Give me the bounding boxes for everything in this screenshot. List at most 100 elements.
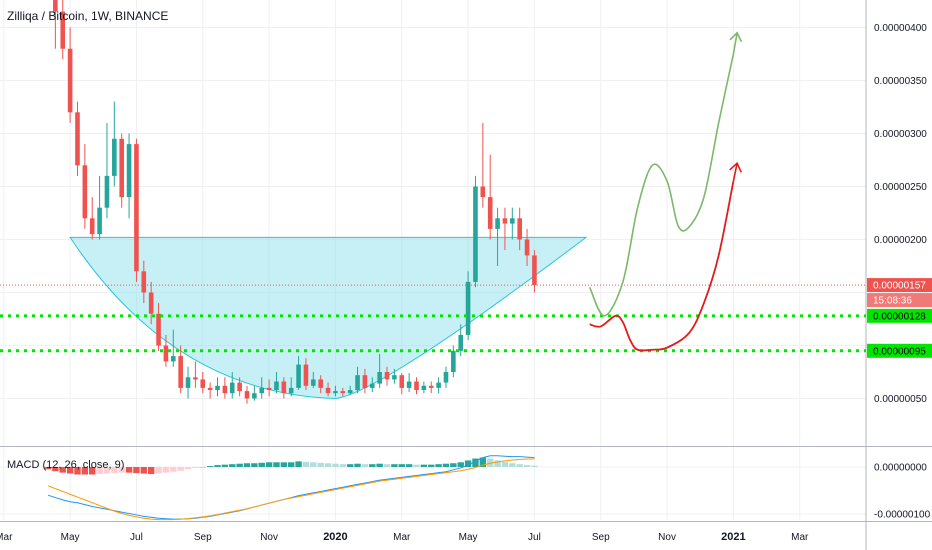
candle[interactable] (134, 138, 139, 282)
candle[interactable] (443, 366, 449, 388)
macd-bar (162, 467, 170, 473)
candle-body (141, 271, 147, 293)
candle[interactable] (517, 207, 522, 251)
candle[interactable] (89, 197, 95, 240)
candle-body (112, 138, 117, 176)
macd-bar (265, 462, 273, 467)
candle[interactable] (148, 281, 154, 325)
candle-body (229, 382, 235, 394)
candle[interactable] (207, 382, 213, 399)
x-tick-label: 2020 (323, 531, 347, 543)
candle[interactable] (502, 207, 508, 251)
macd-bar (251, 463, 258, 467)
candle[interactable] (229, 372, 235, 399)
candle[interactable] (369, 377, 375, 393)
candle[interactable] (421, 381, 427, 394)
candle[interactable] (355, 366, 360, 394)
candle[interactable] (274, 372, 279, 394)
macd-bar (450, 463, 457, 467)
candle[interactable] (156, 303, 161, 351)
candle-body (156, 313, 161, 346)
candle[interactable] (53, 0, 58, 49)
candle[interactable] (222, 377, 228, 399)
candle[interactable] (524, 228, 530, 266)
candle[interactable] (392, 368, 397, 384)
macd-bar (258, 462, 265, 467)
y-tick-label: 0.00000250 (874, 182, 927, 193)
candle-body (67, 48, 73, 113)
candle[interactable] (451, 345, 456, 378)
signal-line (47, 458, 535, 521)
candle[interactable] (119, 133, 124, 208)
candle[interactable] (414, 377, 419, 395)
candle[interactable] (281, 377, 287, 399)
candle[interactable] (495, 207, 500, 266)
candle[interactable] (480, 122, 486, 208)
candle[interactable] (104, 122, 110, 219)
macd-bar (317, 462, 324, 467)
candle[interactable] (510, 207, 515, 240)
candle[interactable] (200, 372, 206, 394)
candle[interactable] (67, 27, 73, 123)
candle[interactable] (333, 385, 338, 397)
candle-body (274, 381, 279, 391)
macd-bar (192, 467, 199, 468)
candle-body (311, 379, 316, 386)
red-projection-path[interactable] (589, 181, 735, 352)
candle[interactable] (60, 0, 66, 60)
candle-body (495, 218, 500, 229)
candle[interactable] (318, 375, 323, 394)
candle[interactable] (473, 175, 478, 288)
candle-body (362, 375, 368, 388)
candle[interactable] (465, 271, 471, 341)
candle[interactable] (288, 377, 294, 397)
candle-body (97, 207, 102, 235)
candle[interactable] (296, 356, 301, 391)
candle[interactable] (406, 373, 412, 393)
candle[interactable] (362, 368, 368, 394)
candle[interactable] (193, 361, 198, 388)
candle[interactable] (215, 377, 220, 397)
candle[interactable] (163, 334, 169, 367)
candle-body (215, 385, 220, 391)
candle[interactable] (340, 387, 346, 397)
candle[interactable] (428, 381, 434, 394)
macd-bar (501, 461, 509, 467)
candle[interactable] (487, 154, 493, 240)
candle[interactable] (252, 385, 257, 401)
candle[interactable] (170, 329, 176, 367)
candle[interactable] (377, 353, 382, 388)
candle[interactable] (311, 372, 316, 388)
candle[interactable] (244, 385, 250, 404)
candle[interactable] (399, 373, 405, 395)
macd-bar (369, 464, 376, 467)
candle-body (170, 356, 176, 362)
macd-bar (479, 457, 487, 467)
candle[interactable] (75, 101, 80, 176)
candle[interactable] (266, 379, 272, 397)
candle[interactable] (347, 385, 353, 396)
candle[interactable] (112, 101, 117, 187)
candle-body (487, 197, 493, 229)
candle[interactable] (384, 366, 390, 386)
candle[interactable] (82, 144, 88, 229)
x-tick-label: Mar (0, 532, 13, 543)
candle[interactable] (237, 377, 242, 397)
candle[interactable] (458, 324, 464, 357)
cup-pattern-shape[interactable] (69, 236, 588, 400)
y-tick-label: 0.00000050 (874, 394, 927, 405)
macd-title: MACD (12, 26, close, 9) (7, 459, 125, 471)
candle[interactable] (178, 345, 183, 394)
macd-bar (346, 464, 354, 467)
candle[interactable] (259, 377, 265, 399)
candle[interactable] (325, 382, 331, 397)
candle[interactable] (97, 175, 102, 240)
candle[interactable] (126, 133, 132, 219)
green-projection-path[interactable] (588, 53, 735, 317)
candle[interactable] (436, 377, 441, 394)
candle[interactable] (303, 358, 309, 391)
candle[interactable] (141, 260, 147, 304)
current-price-badge: 0.00000157 (867, 278, 932, 293)
candle[interactable] (185, 366, 191, 399)
